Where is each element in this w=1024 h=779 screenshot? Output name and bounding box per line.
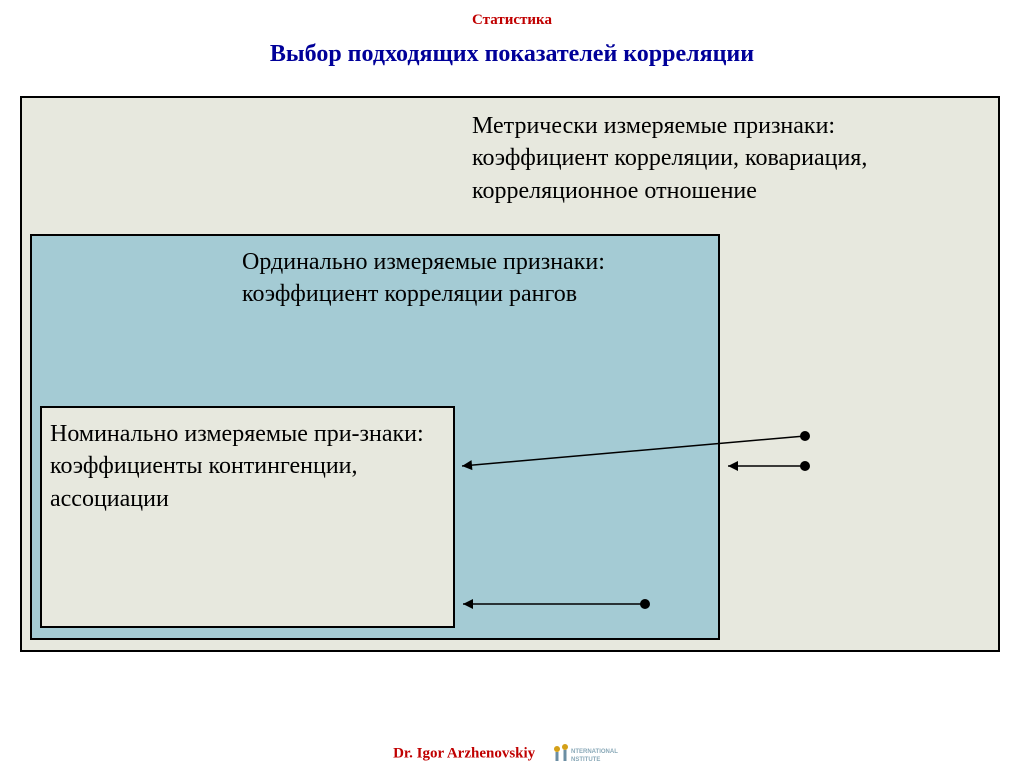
footer-author: Dr. Igor Arzhenovskiy bbox=[393, 745, 535, 761]
header-main: Выбор подходящих показателей корреляции bbox=[0, 41, 1024, 68]
logo-text-1: NTERNATIONAL bbox=[571, 749, 618, 755]
middle-box-text: Ординально измеряемые признаки: коэффици… bbox=[242, 246, 712, 311]
inner-box-text: Номинально измеряемые при-знаки:коэффици… bbox=[50, 418, 445, 515]
header-small: Статистика bbox=[0, 12, 1024, 29]
footer-logo: NTERNATIONAL NSTITUTE bbox=[551, 743, 631, 765]
diagram-container: Метрически измеряемые признаки: коэффици… bbox=[20, 96, 1005, 656]
outer-box-text: Метрически измеряемые признаки: коэффици… bbox=[472, 110, 972, 207]
logo-text-2: NSTITUTE bbox=[571, 757, 600, 763]
footer: Dr. Igor Arzhenovskiy NTERNATIONAL NSTIT… bbox=[0, 743, 1024, 765]
